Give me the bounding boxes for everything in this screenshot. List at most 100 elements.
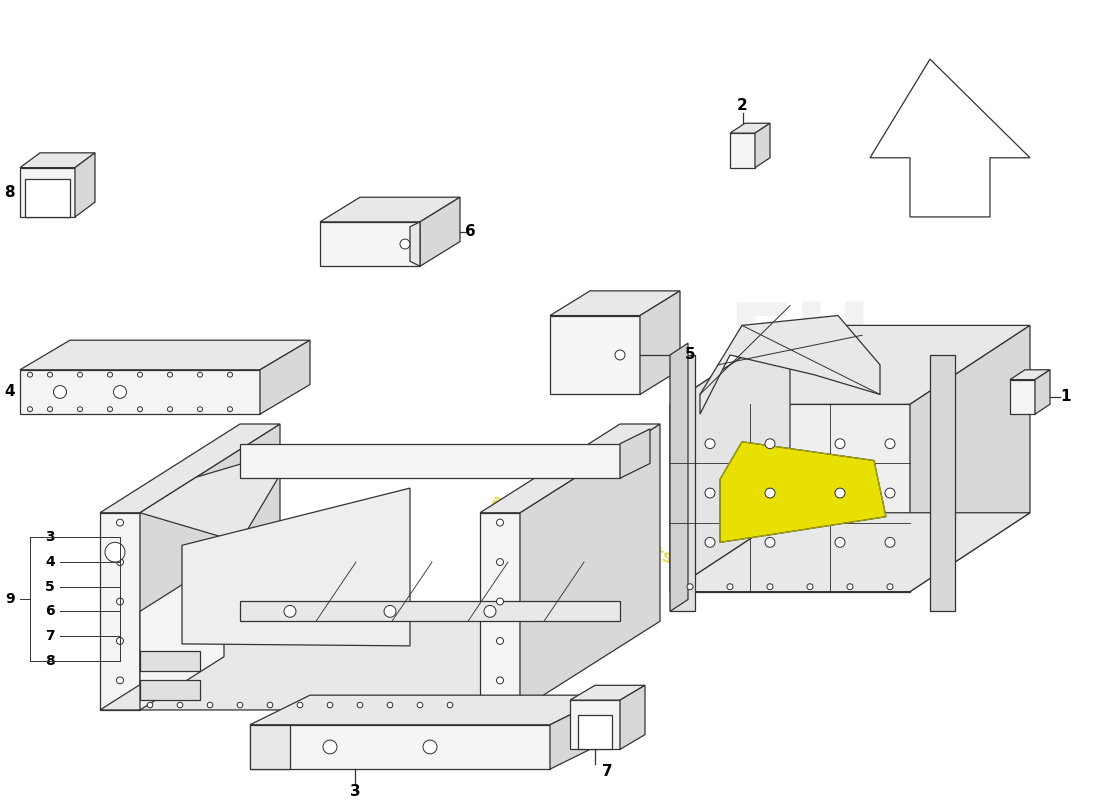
Text: 5: 5 — [45, 580, 55, 594]
Polygon shape — [20, 153, 95, 168]
Polygon shape — [1010, 380, 1035, 414]
Polygon shape — [250, 725, 290, 769]
Circle shape — [615, 350, 625, 360]
Text: 6: 6 — [45, 604, 55, 618]
Polygon shape — [480, 513, 520, 710]
Polygon shape — [260, 340, 310, 414]
Circle shape — [323, 740, 337, 754]
Polygon shape — [670, 326, 1030, 404]
Text: 7: 7 — [602, 764, 613, 779]
Polygon shape — [240, 602, 620, 622]
Circle shape — [167, 372, 173, 377]
Circle shape — [448, 702, 453, 708]
Polygon shape — [240, 444, 620, 478]
Polygon shape — [670, 343, 688, 611]
Text: EU: EU — [727, 298, 872, 392]
Polygon shape — [75, 153, 95, 217]
Circle shape — [267, 702, 273, 708]
Polygon shape — [550, 291, 680, 315]
Circle shape — [228, 372, 232, 377]
Polygon shape — [250, 695, 611, 725]
Polygon shape — [670, 513, 1030, 592]
Circle shape — [496, 558, 504, 566]
Text: a passion for parts since...: a passion for parts since... — [490, 492, 751, 593]
Circle shape — [117, 519, 123, 526]
Circle shape — [147, 702, 153, 708]
Polygon shape — [100, 622, 620, 710]
Circle shape — [228, 406, 232, 412]
Polygon shape — [930, 355, 955, 611]
Circle shape — [767, 584, 773, 590]
Polygon shape — [140, 680, 200, 700]
Text: 8: 8 — [4, 185, 15, 200]
Polygon shape — [20, 168, 75, 217]
Circle shape — [847, 584, 852, 590]
Circle shape — [297, 702, 302, 708]
Circle shape — [177, 702, 183, 708]
Polygon shape — [140, 424, 280, 710]
Circle shape — [764, 538, 776, 547]
Polygon shape — [700, 315, 880, 414]
Circle shape — [284, 606, 296, 618]
Text: 8: 8 — [45, 654, 55, 668]
Circle shape — [424, 740, 437, 754]
Polygon shape — [250, 725, 550, 769]
Circle shape — [496, 677, 504, 684]
Polygon shape — [25, 179, 70, 217]
Polygon shape — [320, 198, 460, 222]
Circle shape — [117, 638, 123, 644]
Circle shape — [108, 406, 112, 412]
Polygon shape — [20, 370, 260, 414]
Polygon shape — [420, 198, 460, 266]
Circle shape — [327, 702, 333, 708]
Polygon shape — [910, 326, 1030, 592]
Circle shape — [705, 538, 715, 547]
Circle shape — [886, 438, 895, 449]
Polygon shape — [620, 686, 645, 750]
Circle shape — [496, 519, 504, 526]
Circle shape — [886, 488, 895, 498]
Circle shape — [484, 606, 496, 618]
Polygon shape — [140, 448, 296, 542]
Circle shape — [705, 438, 715, 449]
Polygon shape — [578, 715, 612, 750]
Circle shape — [835, 538, 845, 547]
Circle shape — [886, 538, 895, 547]
Polygon shape — [670, 355, 695, 611]
Circle shape — [387, 702, 393, 708]
Circle shape — [400, 239, 410, 249]
Polygon shape — [410, 222, 420, 266]
Text: 3: 3 — [350, 784, 361, 799]
Circle shape — [117, 598, 123, 605]
Text: 6: 6 — [465, 224, 475, 239]
Polygon shape — [1035, 370, 1050, 414]
Circle shape — [198, 372, 202, 377]
Polygon shape — [670, 326, 790, 592]
Circle shape — [238, 702, 243, 708]
Polygon shape — [100, 513, 140, 710]
Text: 3: 3 — [45, 530, 55, 545]
Polygon shape — [670, 404, 910, 592]
Text: 5: 5 — [685, 347, 695, 362]
Circle shape — [28, 372, 33, 377]
Polygon shape — [20, 340, 310, 370]
Polygon shape — [140, 651, 200, 670]
Circle shape — [138, 406, 143, 412]
Circle shape — [835, 438, 845, 449]
Circle shape — [764, 488, 776, 498]
Polygon shape — [550, 315, 640, 394]
Circle shape — [358, 702, 363, 708]
Circle shape — [138, 372, 143, 377]
Circle shape — [77, 406, 82, 412]
Circle shape — [496, 598, 504, 605]
Polygon shape — [620, 429, 650, 478]
Text: 4: 4 — [45, 555, 55, 569]
Circle shape — [113, 386, 127, 398]
Circle shape — [727, 584, 733, 590]
Circle shape — [417, 702, 422, 708]
Polygon shape — [100, 424, 280, 513]
Polygon shape — [570, 686, 645, 700]
Circle shape — [705, 488, 715, 498]
Text: 9: 9 — [6, 592, 15, 606]
Circle shape — [496, 638, 504, 644]
